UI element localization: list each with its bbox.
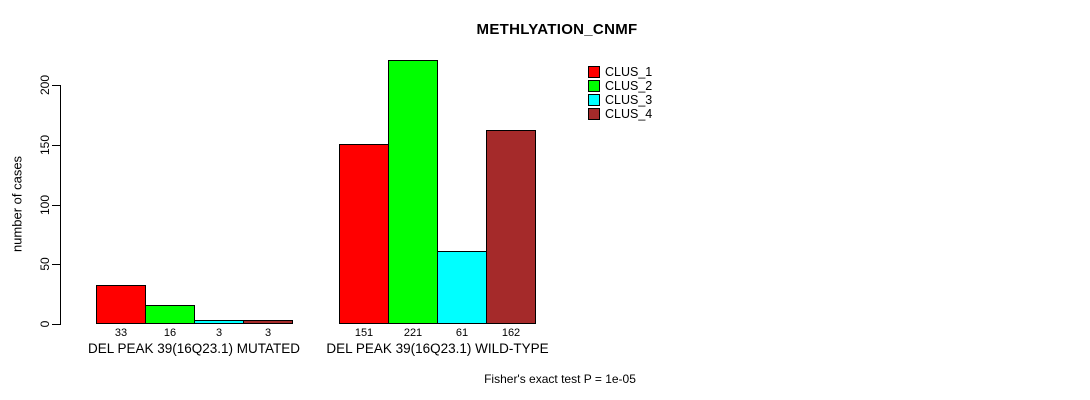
legend-swatch-clus_3 bbox=[588, 94, 600, 106]
bar-value-label: 221 bbox=[403, 327, 423, 339]
y-axis-line bbox=[60, 85, 61, 325]
legend-label: CLUS_1 bbox=[605, 65, 653, 79]
legend-item-clus_1: CLUS_1 bbox=[588, 65, 652, 79]
y-tick-label: 0 bbox=[38, 320, 52, 328]
legend-label: CLUS_4 bbox=[605, 107, 653, 121]
legend-swatch-clus_4 bbox=[588, 108, 600, 120]
legend-label: CLUS_3 bbox=[605, 93, 653, 107]
bar-clus_3-wild-type bbox=[437, 251, 487, 324]
y-tick bbox=[52, 145, 60, 146]
bar-clus_2-mutated bbox=[145, 305, 195, 324]
bar-value-label: 151 bbox=[354, 327, 374, 339]
legend-item-clus_3: CLUS_3 bbox=[588, 93, 652, 107]
bar-value-label: 3 bbox=[215, 327, 223, 339]
y-tick bbox=[52, 324, 60, 325]
bar-value-label: 162 bbox=[501, 327, 521, 339]
y-tick-label: 200 bbox=[38, 74, 52, 96]
legend-swatch-clus_2 bbox=[588, 80, 600, 92]
stat-test-annotation: Fisher's exact test P = 1e-05 bbox=[484, 372, 636, 386]
bar-value-label: 16 bbox=[163, 327, 177, 339]
group-label: DEL PEAK 39(16Q23.1) MUTATED bbox=[87, 341, 301, 356]
y-tick-label: 50 bbox=[38, 257, 52, 271]
y-tick bbox=[52, 85, 60, 86]
legend-label: CLUS_2 bbox=[605, 79, 653, 93]
y-tick-label: 150 bbox=[38, 134, 52, 156]
bar-clus_4-wild-type bbox=[486, 130, 536, 324]
legend: CLUS_1 CLUS_2 CLUS_3 CLUS_4 bbox=[588, 65, 652, 121]
y-tick bbox=[52, 205, 60, 206]
chart-title: METHLYATION_CNMF bbox=[476, 21, 638, 38]
legend-swatch-clus_1 bbox=[588, 66, 600, 78]
legend-item-clus_4: CLUS_4 bbox=[588, 107, 652, 121]
y-tick bbox=[52, 264, 60, 265]
bar-value-label: 3 bbox=[264, 327, 272, 339]
bar-value-label: 61 bbox=[455, 327, 469, 339]
bar-value-label: 33 bbox=[114, 327, 128, 339]
y-tick-label: 100 bbox=[38, 194, 52, 216]
bar-clus_1-mutated bbox=[96, 285, 146, 324]
bar-clus_1-wild-type bbox=[339, 144, 389, 324]
y-axis-label: number of cases bbox=[9, 155, 25, 253]
bar-clus_2-wild-type bbox=[388, 60, 438, 324]
group-label: DEL PEAK 39(16Q23.1) WILD-TYPE bbox=[326, 341, 549, 356]
bar-clus_3-mutated bbox=[194, 320, 244, 324]
legend-item-clus_2: CLUS_2 bbox=[588, 79, 652, 93]
bar-clus_4-mutated bbox=[243, 320, 293, 324]
